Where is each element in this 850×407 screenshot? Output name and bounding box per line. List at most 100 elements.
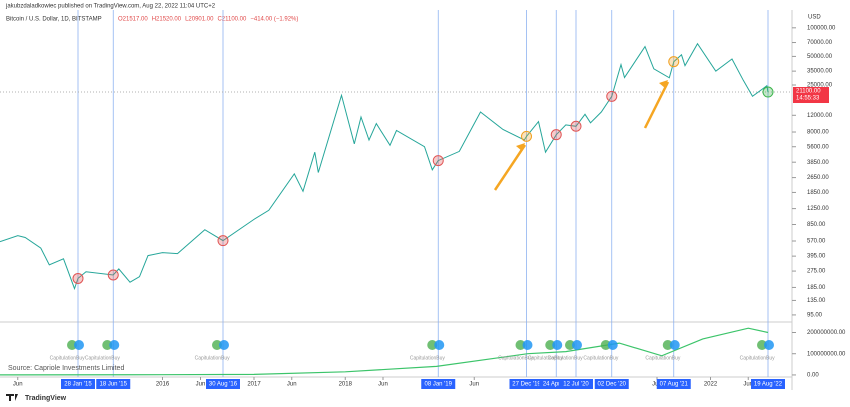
event-date-box [421, 379, 456, 389]
event-date-box [61, 379, 95, 389]
event-date-box [96, 379, 131, 389]
signal-label: Capitulation [498, 355, 525, 361]
y-tick-label: 50000.00 [807, 54, 833, 60]
y-tick-label: 1250.00 [807, 206, 829, 212]
x-tick-label: Jun [13, 382, 23, 388]
y-tick-label: 95.00 [807, 313, 823, 319]
event-date-label: 30 Aug '16 [209, 382, 238, 388]
signal-label: Capitulation [195, 355, 222, 361]
signal-label: Capitulation [410, 355, 437, 361]
ohlc-value: L20901.00 [185, 17, 214, 23]
x-tick-label: Jun [196, 382, 206, 388]
y-tick-label: 2650.00 [807, 175, 829, 181]
y-tick-label: 200000000.00 [807, 330, 846, 336]
ohlc-value: H21520.00 [152, 17, 182, 23]
arrow-head [516, 143, 525, 151]
signal-dot [212, 340, 222, 350]
event-marker [550, 129, 562, 141]
event-marker [606, 90, 618, 102]
signal-dot [600, 340, 611, 350]
event-marker [107, 269, 119, 281]
signal-label: Capitulation [548, 355, 575, 361]
event-marker [668, 56, 680, 68]
event-date-box [206, 379, 240, 389]
price-line [0, 42, 769, 291]
event-date-box [539, 379, 574, 389]
y-tick-label: 1850.00 [807, 190, 829, 196]
last-price-label: 21100.00 [796, 89, 821, 95]
event-date-box [656, 379, 691, 389]
event-marker [72, 272, 84, 284]
signal-label: Capitulation [85, 355, 112, 361]
ohlc-value: O21517.00 [118, 17, 148, 23]
event-date-label: 24 Apr '20 [543, 382, 570, 388]
symbol: Bitcoin / U.S. Dollar, 1D, BITSTAMP [6, 17, 102, 23]
y-tick-label: 8000.00 [807, 130, 829, 136]
signal-dot [662, 340, 673, 350]
signal-label: Buy [221, 355, 230, 361]
signal-dot [102, 340, 113, 350]
y-tick-label: 12000.00 [807, 113, 833, 119]
signal-dot [572, 340, 582, 350]
ohlc-value: −414.00 (−1.92%) [250, 17, 298, 23]
event-date-label: 18 Jun '15 [99, 382, 127, 388]
signal-label: Buy [111, 355, 120, 361]
y-tick-label: 70000.00 [807, 40, 833, 46]
signal-dot [427, 340, 438, 350]
event-date-box [751, 379, 785, 389]
y-tick-label: 3850.00 [807, 160, 829, 166]
brand: TradingView [25, 395, 67, 402]
x-tick-label: 2018 [339, 382, 353, 388]
signal-dot [764, 340, 774, 350]
event-date-label: 27 Dec '19 [512, 382, 541, 388]
event-date-box [559, 379, 593, 389]
event-date-label: 08 Jan '19 [424, 382, 452, 388]
signal-dot [219, 340, 229, 350]
last-price-box [793, 87, 829, 104]
signal-label: Capitulation [645, 355, 672, 361]
signal-dot [757, 340, 767, 350]
x-tick-label: Jun [743, 382, 753, 388]
x-tick-label: 2022 [704, 382, 718, 388]
unit-label: USD [808, 15, 821, 21]
signal-label: Buy [76, 355, 85, 361]
signal-dot [607, 340, 618, 350]
event-marker [217, 235, 229, 247]
y-tick-label: 100000000.00 [807, 351, 846, 357]
signal-dot [515, 340, 526, 350]
signal-label: Buy [436, 355, 445, 361]
event-marker [570, 120, 582, 132]
signal-label: Capitulation [740, 355, 767, 361]
y-tick-label: 5600.00 [807, 144, 829, 150]
signal-dot [552, 340, 563, 350]
event-date-label: 12 Jul '20 [563, 382, 589, 388]
event-marker [521, 130, 532, 142]
arrow-head [659, 80, 668, 88]
signal-dot [565, 340, 575, 350]
y-tick-label: 275.00 [807, 269, 826, 275]
event-date-label: 02 Dec '20 [598, 382, 627, 388]
x-tick-label: Jun [287, 382, 297, 388]
signal-dot [545, 340, 556, 350]
y-tick-label: 570.00 [807, 239, 826, 245]
event-marker [762, 86, 774, 98]
event-date-box [594, 379, 629, 389]
y-tick-label: 185.00 [807, 285, 826, 291]
y-tick-label: 100000.00 [807, 25, 836, 31]
signal-dot [522, 340, 533, 350]
signal-label: Buy [554, 355, 563, 361]
brand-logo [6, 394, 18, 401]
y-tick-label: 35000.00 [807, 69, 833, 75]
signal-label: Buy [766, 355, 775, 361]
y-tick-label: 850.00 [807, 222, 826, 228]
source-label: Source: Capriole Investments Limited [8, 365, 124, 372]
signal-label: Buy [610, 355, 619, 361]
y-tick-label: 0.00 [807, 373, 819, 379]
x-tick-label: Jun [469, 382, 479, 388]
signal-dot [67, 340, 77, 350]
event-date-box [509, 379, 544, 389]
event-date-label: 28 Jan '15 [64, 382, 92, 388]
event-date-label: 07 Aug '21 [660, 382, 689, 388]
